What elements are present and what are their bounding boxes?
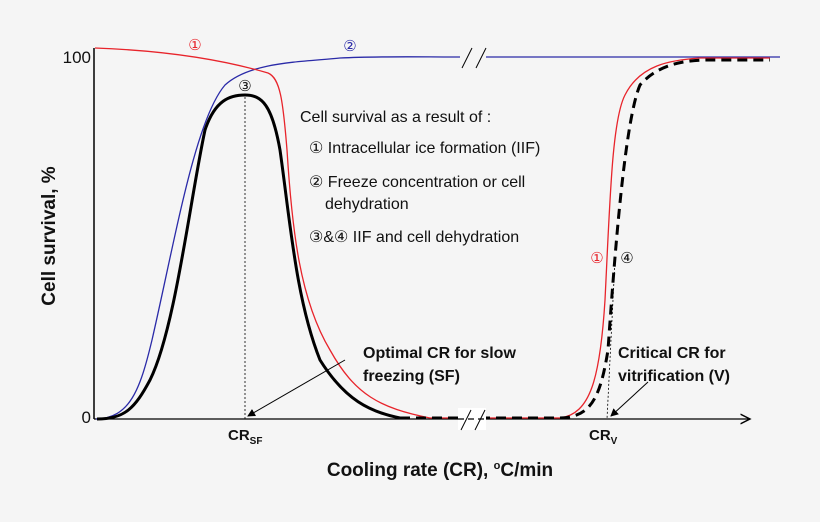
annotation-sf-line2: freezing (SF) xyxy=(363,368,460,385)
curve-combined-sf xyxy=(96,93,401,421)
legend-item-2: ② Freeze concentration or cell xyxy=(309,174,525,191)
annotation-v-line2: vitrification (V) xyxy=(618,368,730,385)
annotation-v-line1: Critical CR for xyxy=(618,345,726,362)
axis-break-bottom-2 xyxy=(474,409,486,431)
marker-2: ② xyxy=(343,38,356,55)
cr-v-label: CRV xyxy=(589,427,618,447)
y-tick-100: 100 xyxy=(63,48,91,67)
axis-break-top xyxy=(461,47,473,69)
curve-combined-v xyxy=(400,58,770,420)
cr-sf-label: CRSF xyxy=(228,427,262,447)
annotation-sf-line1: Optimal CR for slow xyxy=(363,345,516,362)
legend-item-1: ① Intracellular ice formation (IIF) xyxy=(309,140,540,157)
sf-arrow xyxy=(247,359,346,417)
marker-4: ④ xyxy=(620,250,633,267)
y-axis-label: Cell survival, % xyxy=(39,166,60,306)
v-arrow xyxy=(610,381,649,417)
curve-dehydration xyxy=(95,56,780,420)
legend-item-3: ③&④ IIF and cell dehydration xyxy=(309,229,519,246)
legend-item-2-cont: dehydration xyxy=(325,196,409,213)
legend-title: Cell survival as a result of : xyxy=(300,109,491,126)
axis-break-bottom xyxy=(460,409,472,431)
marker-1-top: ① xyxy=(188,37,201,54)
marker-3: ③ xyxy=(238,78,251,95)
curve-iif-left xyxy=(94,47,560,419)
axis-break-top-2 xyxy=(475,47,487,69)
curve-iif-right xyxy=(559,57,770,419)
x-axis-label: Cooling rate (CR), oC/min xyxy=(327,460,553,481)
y-tick-0: 0 xyxy=(82,408,91,427)
cr-v-dropline xyxy=(606,259,616,420)
marker-1-right: ① xyxy=(590,250,603,267)
